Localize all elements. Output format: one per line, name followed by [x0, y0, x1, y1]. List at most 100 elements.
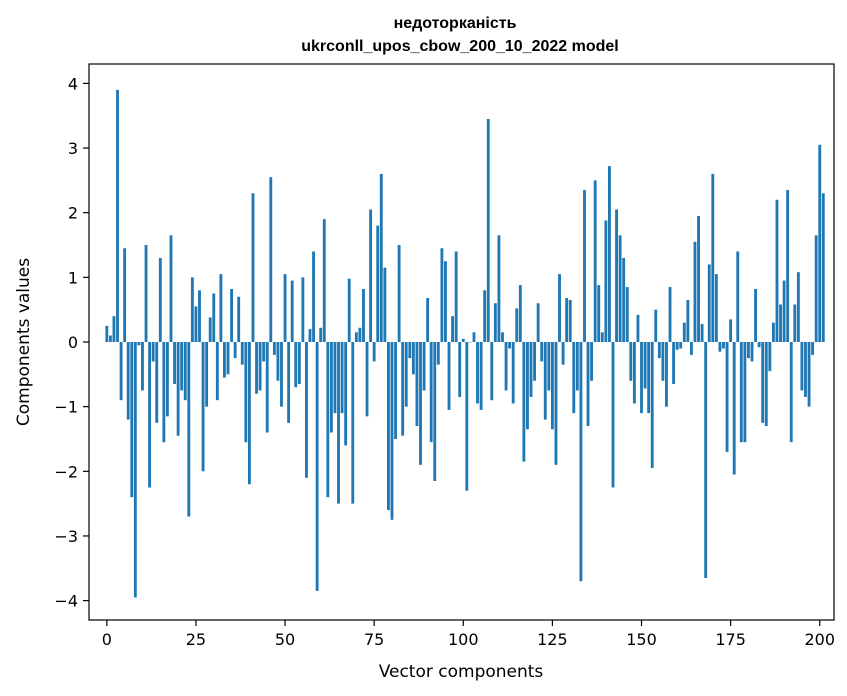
- bar: [608, 166, 611, 342]
- y-axis-ticks: 4 3 2 1 0 −1 −2 −3 −4: [54, 74, 89, 611]
- bar: [579, 342, 583, 582]
- y-tick-label: 2: [68, 204, 78, 223]
- bar: [215, 342, 219, 401]
- bar: [283, 274, 287, 342]
- bar: [750, 342, 754, 362]
- bar: [397, 245, 401, 342]
- bar: [265, 342, 269, 433]
- bar: [322, 219, 326, 342]
- bar: [800, 342, 804, 391]
- bar: [600, 332, 604, 342]
- x-tick-label: 100: [448, 630, 479, 649]
- bar: [162, 342, 166, 443]
- bar: [290, 280, 294, 342]
- bar: [148, 342, 152, 488]
- bar: [811, 342, 815, 355]
- bar: [668, 287, 672, 342]
- bar: [126, 342, 130, 420]
- bar: [141, 342, 144, 391]
- bar: [301, 277, 305, 342]
- x-tick-label: 175: [715, 630, 746, 649]
- bar: [465, 342, 469, 491]
- bar: [550, 342, 554, 430]
- bar: [476, 342, 479, 404]
- bar: [112, 316, 116, 342]
- bar: [272, 342, 276, 355]
- chart-title-line1: недоторканість: [394, 15, 517, 32]
- bar: [276, 342, 280, 381]
- bar: [686, 299, 690, 342]
- bar: [497, 235, 501, 342]
- bar: [237, 296, 241, 342]
- bar: [315, 342, 319, 591]
- bar: [547, 342, 551, 391]
- bar: [729, 319, 733, 342]
- x-tick-label: 50: [275, 630, 295, 649]
- y-tick-label: −4: [54, 592, 78, 611]
- bar: [280, 342, 283, 407]
- bar: [226, 342, 230, 375]
- bar: [586, 342, 590, 427]
- bar: [358, 327, 362, 342]
- bar: [422, 342, 426, 391]
- y-tick-label: 0: [68, 333, 78, 352]
- bar: [419, 342, 422, 465]
- bar: [647, 342, 651, 414]
- x-axis-label: Vector components: [379, 662, 544, 682]
- bar: [483, 290, 487, 342]
- bar: [169, 235, 173, 342]
- bar: [180, 342, 184, 391]
- bar: [369, 209, 373, 342]
- bar: [472, 332, 476, 342]
- bar: [408, 342, 412, 359]
- bar: [739, 342, 743, 443]
- bar: [732, 342, 736, 475]
- bar: [379, 173, 383, 342]
- bar: [618, 235, 622, 342]
- bar: [201, 342, 205, 472]
- bar: [308, 329, 312, 342]
- bar: [205, 342, 209, 407]
- bar: [194, 306, 198, 342]
- bar: [796, 272, 800, 342]
- bar: [779, 304, 782, 342]
- bar: [689, 342, 693, 355]
- y-tick-label: 3: [68, 139, 78, 158]
- bar: [233, 342, 237, 359]
- bar: [543, 342, 547, 420]
- bar: [447, 342, 451, 410]
- bar: [133, 342, 137, 598]
- bar: [611, 342, 615, 488]
- bar: [183, 342, 187, 401]
- bar: [650, 342, 654, 469]
- bar: [629, 342, 633, 381]
- bar: [533, 342, 536, 381]
- bar: [223, 342, 226, 378]
- bar: [119, 342, 123, 401]
- bar: [440, 248, 444, 342]
- bar: [554, 342, 558, 465]
- x-axis-ticks: 0 25 50 75 100 125 150 175 200: [102, 620, 835, 649]
- bar: [654, 309, 658, 342]
- bar: [251, 193, 255, 342]
- bar: [793, 304, 797, 342]
- bar: [429, 342, 433, 443]
- bar: [347, 278, 351, 342]
- bar: [458, 342, 462, 397]
- bar: [754, 288, 757, 342]
- bar: [144, 245, 148, 342]
- chart-title-line2: ukrconll_upos_cbow_200_10_2022 model: [301, 38, 618, 55]
- bar: [137, 342, 141, 346]
- bar: [244, 342, 248, 443]
- bar: [493, 303, 497, 342]
- bar: [208, 317, 212, 342]
- bar: [725, 342, 729, 452]
- bar: [526, 342, 529, 430]
- bar: [269, 177, 273, 342]
- bar: [782, 280, 786, 342]
- bar: [747, 342, 750, 359]
- x-tick-label: 125: [537, 630, 568, 649]
- bar: [501, 332, 504, 342]
- y-tick-label: −1: [54, 398, 78, 417]
- bar: [116, 89, 119, 342]
